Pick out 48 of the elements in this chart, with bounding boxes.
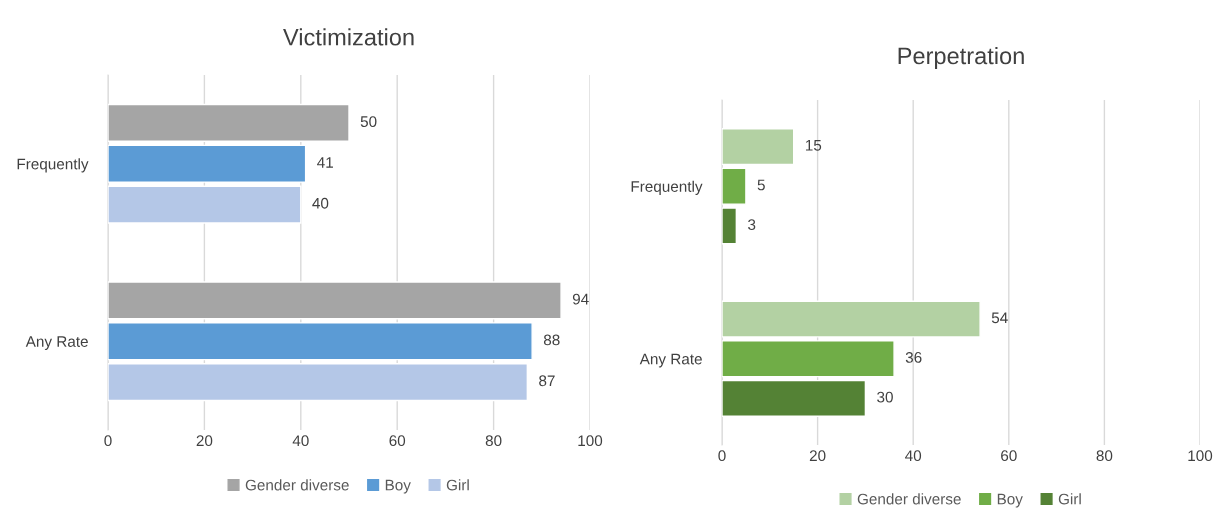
legend-label: Boy (385, 479, 411, 494)
data-label: 88 (543, 334, 560, 346)
data-label: 94 (572, 293, 589, 305)
bar (722, 379, 867, 417)
data-label: 3 (748, 219, 756, 231)
bar (722, 167, 747, 205)
bar (108, 322, 533, 361)
bar (722, 340, 895, 378)
x-tick-label: 20 (809, 450, 826, 462)
bar (108, 103, 350, 142)
data-label: 41 (317, 157, 333, 168)
data-label: 30 (877, 391, 893, 403)
bar (108, 185, 302, 224)
data-label: 50 (360, 116, 377, 128)
data-label: 87 (539, 375, 555, 387)
legend-label: Gender diverse (857, 493, 961, 505)
legend-label: Gender diverse (245, 479, 349, 491)
bar (722, 128, 795, 166)
x-tick-label: 100 (578, 435, 603, 447)
data-label: 40 (312, 197, 329, 209)
bar (722, 207, 738, 245)
x-tick-label: 80 (485, 435, 502, 447)
bar (108, 363, 529, 402)
data-label: 5 (757, 179, 765, 191)
x-tick-label: 40 (905, 450, 922, 462)
bar (108, 281, 562, 320)
y-tick-label: Any Rate (639, 353, 702, 368)
bar (722, 300, 981, 338)
x-tick-label: 0 (104, 435, 112, 447)
legend-label: Girl (446, 479, 469, 491)
y-tick-label: Any Rate (25, 336, 88, 350)
x-tick-label: 60 (1001, 450, 1017, 462)
legend-label: Girl (1058, 493, 1081, 505)
y-tick-label: Frequently (17, 158, 89, 173)
data-label: 54 (991, 312, 1008, 324)
x-tick-label: 20 (196, 435, 213, 447)
data-label: 15 (805, 140, 822, 151)
legend-label: Boy (997, 493, 1023, 508)
data-label: 36 (905, 352, 922, 363)
x-tick-label: 60 (389, 435, 406, 447)
x-tick-label: 100 (1188, 450, 1213, 462)
chart-title: Victimization (283, 28, 414, 46)
y-tick-label: Frequently (631, 180, 703, 195)
bar (108, 144, 307, 183)
chart-title: Perpetration (898, 46, 1024, 69)
x-tick-label: 0 (718, 450, 726, 462)
x-tick-label: 80 (1096, 450, 1113, 462)
x-tick-label: 40 (292, 435, 309, 447)
